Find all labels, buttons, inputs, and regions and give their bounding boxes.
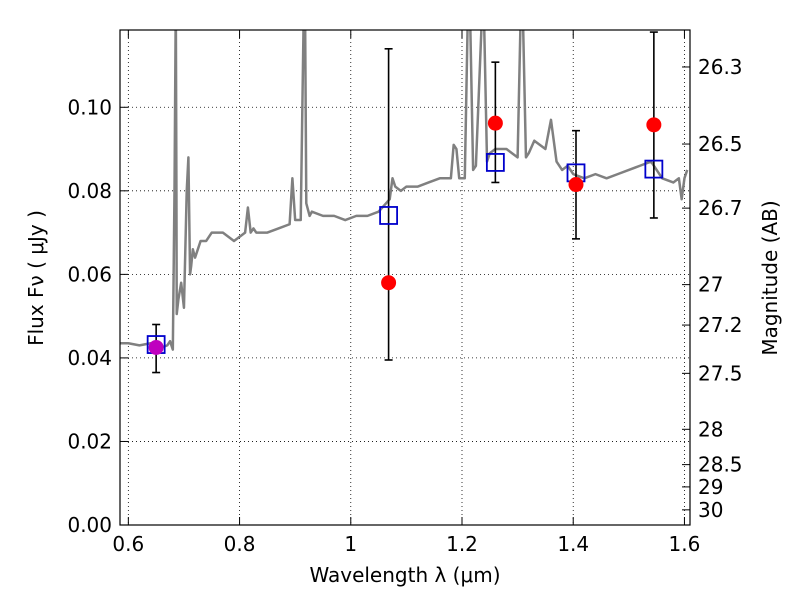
observed-point	[148, 339, 164, 355]
y2-tick-label: 29	[698, 475, 723, 499]
y-axis-label: Flux Fν ( μJy )	[24, 210, 48, 346]
model-point	[485, 153, 505, 172]
ticks: 0.6 0.8 1 1.2 1.4 1.6 0.00 0.02 0.04 0.06 0.08 0.10…	[67, 30, 743, 556]
x-tick-label: 0.6	[112, 532, 144, 556]
y2-tick-label: 26.7	[698, 196, 743, 220]
x-tick-label: 1	[344, 532, 357, 556]
y2-tick-label: 30	[698, 498, 723, 522]
plot-area	[120, 30, 690, 525]
x-axis-label: Wavelength λ (μm)	[309, 563, 500, 587]
y-tick-label: 0.06	[67, 262, 112, 286]
observed-point	[646, 117, 662, 133]
y-tick-label: 0.10	[67, 95, 112, 119]
y-tick-label: 0.02	[67, 429, 112, 453]
x-tick-label: 0.8	[224, 532, 256, 556]
model-point	[644, 159, 664, 179]
model-point	[379, 206, 398, 225]
x-tick-label: 1.4	[557, 532, 589, 556]
y2-tick-label: 27.5	[698, 361, 743, 385]
x-tick-label: 1.2	[446, 532, 478, 556]
y-tick-label: 0.04	[67, 346, 112, 370]
observed-point	[381, 275, 397, 291]
observed-point	[487, 115, 503, 131]
y2-tick-label: 28.5	[698, 453, 743, 477]
x-tick-label: 1.6	[669, 532, 701, 556]
y2-tick-label: 28	[698, 417, 723, 441]
observed-point	[568, 177, 584, 193]
y2-tick-label: 27.2	[698, 313, 743, 337]
y2-tick-label: 26.3	[698, 55, 743, 79]
y2-tick-label: 27	[698, 273, 723, 297]
y2-tick-label: 26.5	[698, 132, 743, 156]
y-tick-label: 0.08	[67, 179, 112, 203]
y2-axis-label: Magnitude (AB)	[758, 200, 782, 355]
marker-layer	[146, 115, 664, 355]
spectrum-line	[120, 30, 689, 351]
spectrum-layer	[120, 30, 689, 351]
plot-frame	[119, 29, 691, 526]
y-tick-label: 0.00	[67, 513, 112, 537]
